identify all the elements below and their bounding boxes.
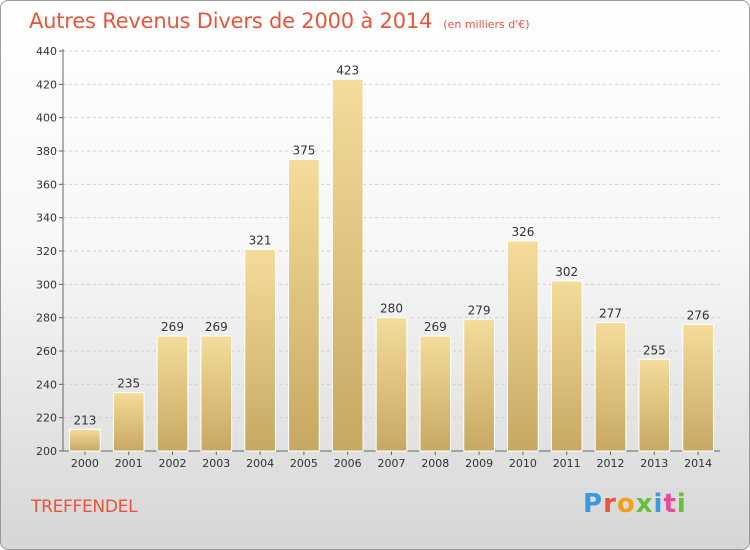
- bar-2014: [682, 323, 714, 452]
- x-tick-label: 2001: [115, 457, 143, 470]
- y-tick-label: 440: [36, 45, 57, 58]
- x-tick-label: 2010: [509, 457, 537, 470]
- bar-2004: [244, 248, 276, 452]
- x-tick-label: 2005: [290, 457, 318, 470]
- x-tick-label: 2004: [246, 457, 274, 470]
- data-label-2012: 277: [599, 307, 622, 321]
- bar-2009: [463, 318, 495, 452]
- y-tick-label: 320: [36, 245, 57, 258]
- data-label-2003: 269: [205, 320, 228, 334]
- logo-letter: t: [663, 489, 677, 519]
- bar-2003: [200, 335, 233, 452]
- y-tick-label: 340: [36, 212, 57, 225]
- bar-2008: [419, 335, 452, 452]
- logo-letter: i: [653, 489, 664, 519]
- y-tick-label: 360: [36, 178, 57, 191]
- data-label-2004: 321: [249, 233, 272, 247]
- x-tick-label: 2002: [159, 457, 187, 470]
- y-tick-label: 220: [36, 412, 57, 425]
- data-label-2008: 269: [424, 320, 447, 334]
- y-tick-label: 240: [36, 378, 57, 391]
- x-tick-label: 2008: [421, 457, 449, 470]
- data-label-2005: 375: [292, 143, 315, 157]
- y-tick-label: 300: [36, 278, 57, 291]
- x-tick-label: 2007: [378, 457, 406, 470]
- bar-2005: [288, 158, 320, 452]
- y-tick-label: 420: [36, 78, 57, 91]
- bar-2001: [112, 392, 145, 452]
- bar-2006: [331, 78, 364, 452]
- chart-title: Autres Revenus Divers de 2000 à 2014: [29, 9, 433, 33]
- logo-letter: o: [616, 489, 636, 519]
- x-tick-label: 2012: [597, 457, 625, 470]
- y-tick-label: 200: [36, 445, 57, 458]
- logo-letter: i: [676, 489, 687, 519]
- proxiti-logo: Proxiti: [583, 489, 687, 519]
- bar-2011: [550, 280, 583, 452]
- chart-subtitle: (en milliers d'€): [443, 18, 530, 31]
- data-label-2010: 326: [511, 225, 534, 239]
- data-label-2007: 280: [380, 302, 403, 316]
- x-tick-label: 2014: [684, 457, 712, 470]
- y-tick-label: 400: [36, 112, 57, 125]
- logo-letter: r: [603, 489, 617, 519]
- bar-2000: [69, 428, 101, 452]
- x-tick-label: 2006: [334, 457, 362, 470]
- data-label-2014: 276: [687, 308, 710, 322]
- logo-letter: x: [635, 489, 654, 519]
- bar-2010: [507, 240, 539, 452]
- bar-2007: [375, 317, 408, 452]
- data-label-2006: 423: [336, 63, 359, 77]
- data-label-2013: 255: [643, 343, 666, 357]
- logo-letter: P: [583, 489, 604, 519]
- x-tick-label: 2003: [202, 457, 230, 470]
- bar-2012: [594, 322, 627, 452]
- y-tick-label: 280: [36, 312, 57, 325]
- y-tick-label: 260: [36, 345, 57, 358]
- bar-2013: [638, 358, 671, 452]
- data-label-2000: 213: [73, 413, 96, 427]
- x-tick-label: 2013: [640, 457, 668, 470]
- commune-name: TREFFENDEL: [31, 497, 138, 517]
- data-label-2009: 279: [468, 303, 491, 317]
- y-tick-label: 380: [36, 145, 57, 158]
- x-tick-label: 2011: [553, 457, 581, 470]
- bar-2002: [156, 335, 189, 452]
- data-label-2001: 235: [117, 377, 140, 391]
- chart-title-block: Autres Revenus Divers de 2000 à 2014 (en…: [29, 9, 530, 33]
- x-tick-label: 2000: [71, 457, 99, 470]
- data-label-2011: 302: [555, 265, 578, 279]
- data-label-2002: 269: [161, 320, 184, 334]
- x-tick-label: 2009: [465, 457, 493, 470]
